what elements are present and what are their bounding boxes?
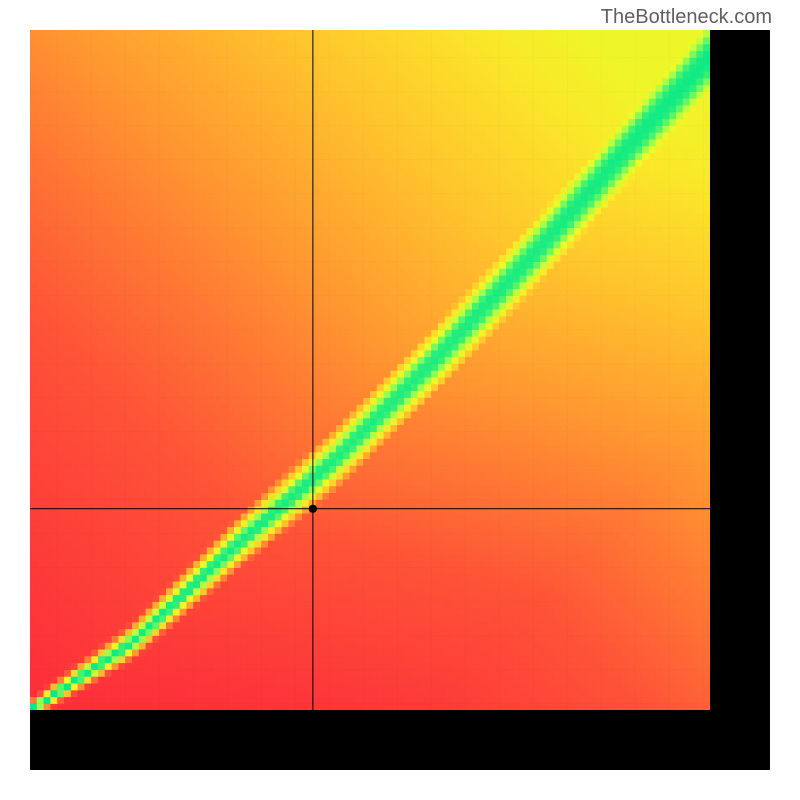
chart-container: TheBottleneck.com xyxy=(0,0,800,800)
watermark-text: TheBottleneck.com xyxy=(601,6,772,29)
heatmap-canvas xyxy=(30,30,710,710)
